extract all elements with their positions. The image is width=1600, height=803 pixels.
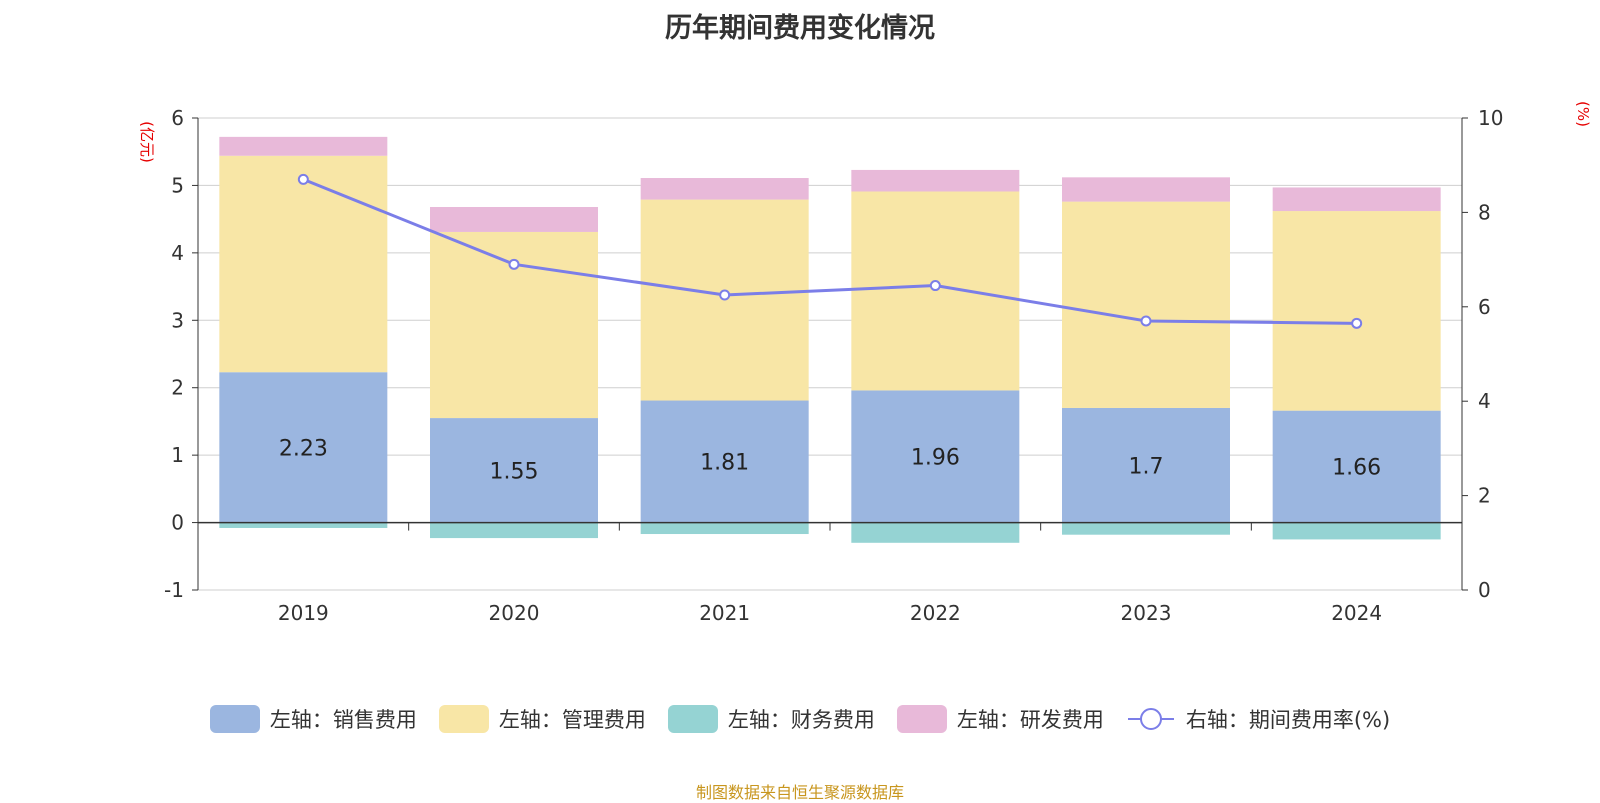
bar-value-label: 2.23	[279, 436, 328, 461]
expense-rate-point	[929, 280, 941, 292]
bar-sales	[1062, 407, 1230, 523]
chart-canvas: -1 0 1 2 3 4 5 6 0 2 4 6 8 10 (亿元) (%) 2.23 2019 1.55 2020 1…	[138, 101, 1592, 625]
left-axis-unit: (亿元)	[138, 121, 156, 163]
x-axis-tick-label: 2020	[489, 601, 540, 625]
bar-admin	[1272, 211, 1441, 411]
legend-item-sales[interactable]: 左轴：销售费用	[209, 704, 417, 734]
expense-rate-point	[1351, 317, 1363, 329]
left-axis-tick-label: 4	[171, 241, 184, 265]
left-axis-tick-label: 0	[171, 511, 184, 535]
legend-swatch-rnd	[896, 705, 947, 733]
bar-finance	[851, 522, 1020, 543]
bar-finance	[1062, 522, 1230, 535]
bar-rnd	[430, 207, 598, 232]
bar-rnd	[851, 169, 1020, 192]
bar-value-label: 1.66	[1332, 456, 1381, 481]
right-axis-tick-label: 6	[1478, 295, 1491, 319]
left-axis-tick-label: 2	[171, 376, 184, 400]
legend-label-rnd: 左轴：研发费用	[956, 708, 1104, 732]
bar-value-label: 1.7	[1129, 454, 1164, 479]
x-axis-tick-label: 2019	[278, 601, 329, 625]
legend-swatch-sales	[209, 705, 260, 733]
legend-label-admin: 左轴：管理费用	[498, 708, 646, 732]
bar-rnd	[1062, 177, 1230, 202]
left-axis-tick-label: 3	[171, 308, 184, 332]
legend-item-expense-rate[interactable]: 右轴：期间费用率(%)	[1126, 704, 1390, 734]
left-axis-tick-label: 6	[171, 106, 184, 130]
right-axis-tick-label: 8	[1478, 200, 1491, 224]
legend-item-rnd[interactable]: 左轴：研发费用	[896, 704, 1104, 734]
bar-value-label: 1.55	[490, 459, 539, 484]
right-axis-tick-label: 4	[1478, 389, 1491, 413]
expense-rate-point	[508, 258, 520, 270]
right-axis-unit: (%)	[1574, 101, 1592, 127]
bar-sales	[851, 390, 1020, 523]
bar-sales	[430, 418, 598, 523]
expense-rate-line	[302, 177, 1357, 325]
bar-admin	[219, 155, 388, 373]
expense-rate-point	[297, 173, 309, 185]
left-axis-tick-label: 5	[171, 173, 184, 197]
bar-value-label: 1.96	[911, 445, 960, 470]
legend-item-finance[interactable]: 左轴：财务费用	[667, 704, 875, 734]
left-axis-tick-label: 1	[171, 443, 184, 467]
legend-item-admin[interactable]: 左轴：管理费用	[438, 704, 646, 734]
bar-finance	[1272, 522, 1441, 540]
legend: 左轴：销售费用 左轴：管理费用 左轴：财务费用 左轴：研发费用 右轴：期间费用率…	[0, 704, 1600, 734]
bar-finance	[219, 522, 388, 528]
bar-sales	[219, 372, 388, 523]
legend-label-sales: 左轴：销售费用	[269, 708, 417, 732]
legend-line-icon	[1127, 708, 1174, 730]
legend-line-marker	[1139, 708, 1162, 730]
left-axis-tick-label: -1	[164, 578, 184, 602]
bar-rnd	[219, 136, 388, 156]
x-axis-tick-label: 2021	[699, 601, 750, 625]
legend-swatch-admin	[438, 705, 489, 733]
legend-swatch-finance	[667, 705, 718, 733]
right-axis-tick-label: 2	[1478, 484, 1491, 508]
bar-finance	[640, 522, 809, 535]
bar-admin	[1062, 201, 1230, 408]
bar-rnd	[1272, 187, 1441, 212]
expense-rate-point	[1140, 315, 1152, 327]
x-axis-tick-label: 2024	[1331, 601, 1382, 625]
x-axis-tick-label: 2023	[1121, 601, 1172, 625]
bar-finance	[430, 522, 598, 539]
right-axis-tick-label: 10	[1478, 106, 1503, 130]
legend-label-finance: 左轴：财务费用	[727, 708, 875, 732]
bar-rnd	[640, 178, 809, 200]
bar-value-label: 1.81	[700, 451, 749, 476]
legend-label-expense-rate: 右轴：期间费用率(%)	[1185, 708, 1391, 732]
bar-sales	[1272, 410, 1441, 523]
source-note: 制图数据来自恒生聚源数据库	[695, 783, 904, 802]
chart-title: 历年期间费用变化情况	[665, 13, 935, 44]
right-axis-tick-label: 0	[1478, 578, 1491, 602]
x-axis-tick-label: 2022	[910, 601, 961, 625]
bar-sales	[640, 400, 809, 523]
expense-rate-point	[719, 289, 731, 301]
